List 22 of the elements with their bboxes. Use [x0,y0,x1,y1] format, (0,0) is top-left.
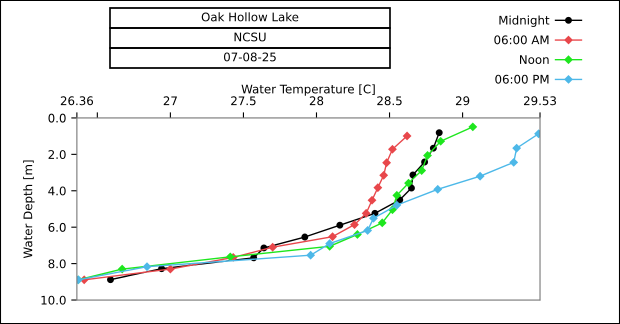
text: 07-08-25 [224,52,276,62]
chart-subtitle: NCSU [234,32,266,42]
legend-label: Noon [520,55,549,64]
x-tick-label: 28 [310,96,324,106]
x-tick-label: 27 [164,96,177,106]
y-tick-label: 6.0 [48,222,66,232]
y-tick-label: 2.0 [48,150,66,160]
y-tick-label: 8.0 [48,259,66,268]
legend-label: 06:00 AM [494,35,548,44]
legend-label: 06:00 PM [495,74,548,84]
x-tick-label: 29.53 [524,96,556,106]
y-tick-label: 4.0 [48,186,66,196]
legend-label: Midnight [499,15,550,27]
x-tick-label: 27.5 [231,96,256,106]
chart-title: Oak Hollow Lake [202,12,298,22]
x-tick-label: 28.5 [377,96,402,106]
x-tick-label: 29 [456,96,470,106]
x-tick-label: 26.36 [60,96,94,106]
x-axis-title: Water Temperature [C] [242,84,375,96]
y-axis-title: Water Depth [m] [23,160,35,258]
y-tick-label: 0.0 [48,114,66,123]
y-tick-label: 10.0 [41,296,66,305]
